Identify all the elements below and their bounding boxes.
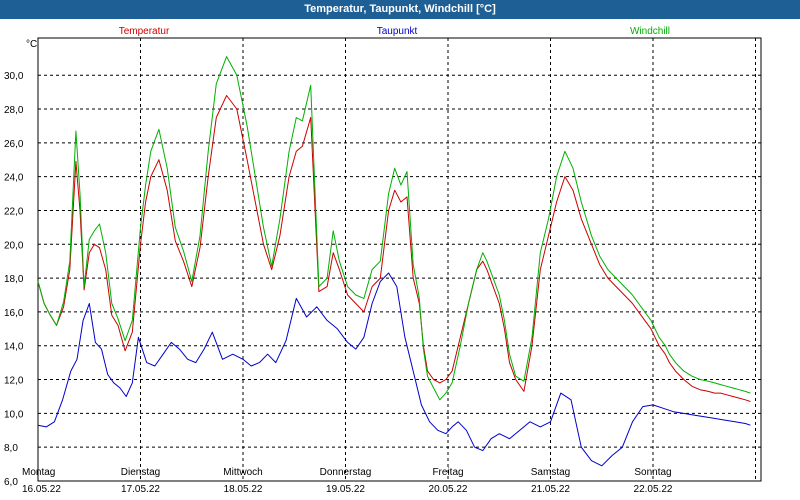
x-tick-day: Sonntag bbox=[634, 467, 671, 478]
series-line-taupunkt bbox=[37, 272, 751, 467]
legend-windchill: Windchill bbox=[630, 26, 670, 37]
y-tick-label: 8,0 bbox=[4, 443, 18, 454]
y-axis-label: °C bbox=[26, 39, 37, 50]
x-tick-day: Mittwoch bbox=[223, 467, 262, 478]
x-tick-date: 18.05.22 bbox=[224, 484, 263, 495]
y-tick-label: 16,0 bbox=[4, 308, 24, 319]
x-tick-date: 17.05.22 bbox=[121, 484, 160, 495]
x-tick-date: 19.05.22 bbox=[326, 484, 365, 495]
x-tick-day: Freitag bbox=[432, 467, 463, 478]
y-tick-label: 6,0 bbox=[4, 477, 18, 488]
plot-frame bbox=[37, 37, 762, 482]
legend-taupunkt: Taupunkt bbox=[377, 26, 418, 37]
x-tick-date: 20.05.22 bbox=[429, 484, 468, 495]
y-tick-label: 24,0 bbox=[4, 173, 24, 184]
legend: Temperatur Taupunkt Windchill bbox=[119, 26, 670, 37]
y-tick-label: 14,0 bbox=[4, 342, 24, 353]
y-tick-label: 26,0 bbox=[4, 139, 24, 150]
x-tick-date: 21.05.22 bbox=[531, 484, 570, 495]
series-line-windchill bbox=[37, 56, 751, 401]
y-axis: 6,0 8,0 10,0 12,0 14,0 16,0 18,0 20,0 22,0 24,0 26… bbox=[4, 71, 24, 488]
y-tick-label: 18,0 bbox=[4, 274, 24, 285]
series-line-temperatur bbox=[37, 95, 751, 402]
x-tick-day: Samstag bbox=[531, 467, 570, 478]
x-tick-day: Donnerstag bbox=[320, 467, 372, 478]
x-tick-day: Montag bbox=[22, 467, 55, 478]
grid bbox=[38, 38, 761, 482]
y-tick-label: 12,0 bbox=[4, 376, 24, 387]
y-tick-label: 28,0 bbox=[4, 105, 24, 116]
y-tick-label: 20,0 bbox=[4, 240, 24, 251]
y-tick-label: 22,0 bbox=[4, 206, 24, 217]
x-tick-date: 22.05.22 bbox=[634, 484, 673, 495]
series-group bbox=[37, 56, 751, 467]
chart-area: 6,0 8,0 10,0 12,0 14,0 16,0 18,0 20,0 22,0 24,0 26… bbox=[4, 26, 762, 495]
x-tick-day: Dienstag bbox=[121, 467, 160, 478]
x-tick-date: 16.05.22 bbox=[22, 484, 61, 495]
chart-title: Temperatur, Taupunkt, Windchill [°C] bbox=[0, 0, 800, 19]
legend-temperatur: Temperatur bbox=[119, 26, 170, 37]
y-tick-label: 10,0 bbox=[4, 409, 24, 420]
x-axis: Montag 16.05.22 Dienstag 17.05.22 Mittwoch 18… bbox=[22, 467, 673, 495]
y-tick-label: 30,0 bbox=[4, 71, 24, 82]
